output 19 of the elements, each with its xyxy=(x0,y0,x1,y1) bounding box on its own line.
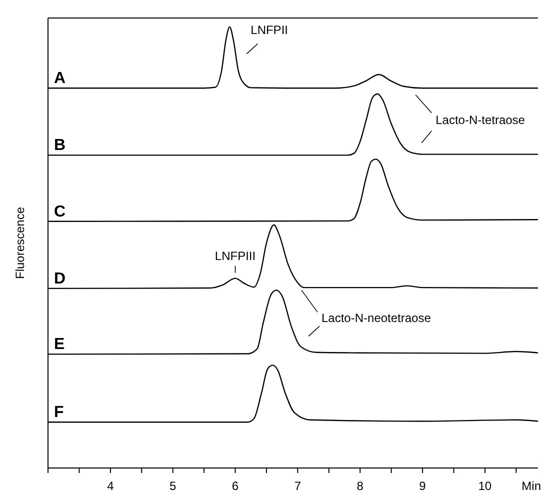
series-label: D xyxy=(54,270,66,288)
series-label: E xyxy=(54,336,65,354)
x-tick-label: 4 xyxy=(107,479,114,493)
annotation: Lacto-N-tetraose xyxy=(436,112,526,127)
series-label: F xyxy=(54,404,64,422)
x-tick-label: 10 xyxy=(478,479,492,493)
x-axis-title: Min xyxy=(522,479,541,493)
y-axis-title: Fluorescence xyxy=(13,206,27,280)
annotation: LNFPII xyxy=(250,22,288,37)
series-label: C xyxy=(54,203,66,220)
x-tick-label: 9 xyxy=(419,479,426,493)
x-tick-label: 5 xyxy=(169,479,176,493)
annotation: LNFPIII xyxy=(214,248,256,263)
x-tick-label: 6 xyxy=(232,479,239,493)
series-label: B xyxy=(54,137,66,154)
x-tick-label: 7 xyxy=(294,479,302,493)
x-tick-label: 8 xyxy=(356,479,364,493)
series-label: A xyxy=(54,70,66,88)
annotation: Lacto-N-neotetraose xyxy=(322,311,432,326)
